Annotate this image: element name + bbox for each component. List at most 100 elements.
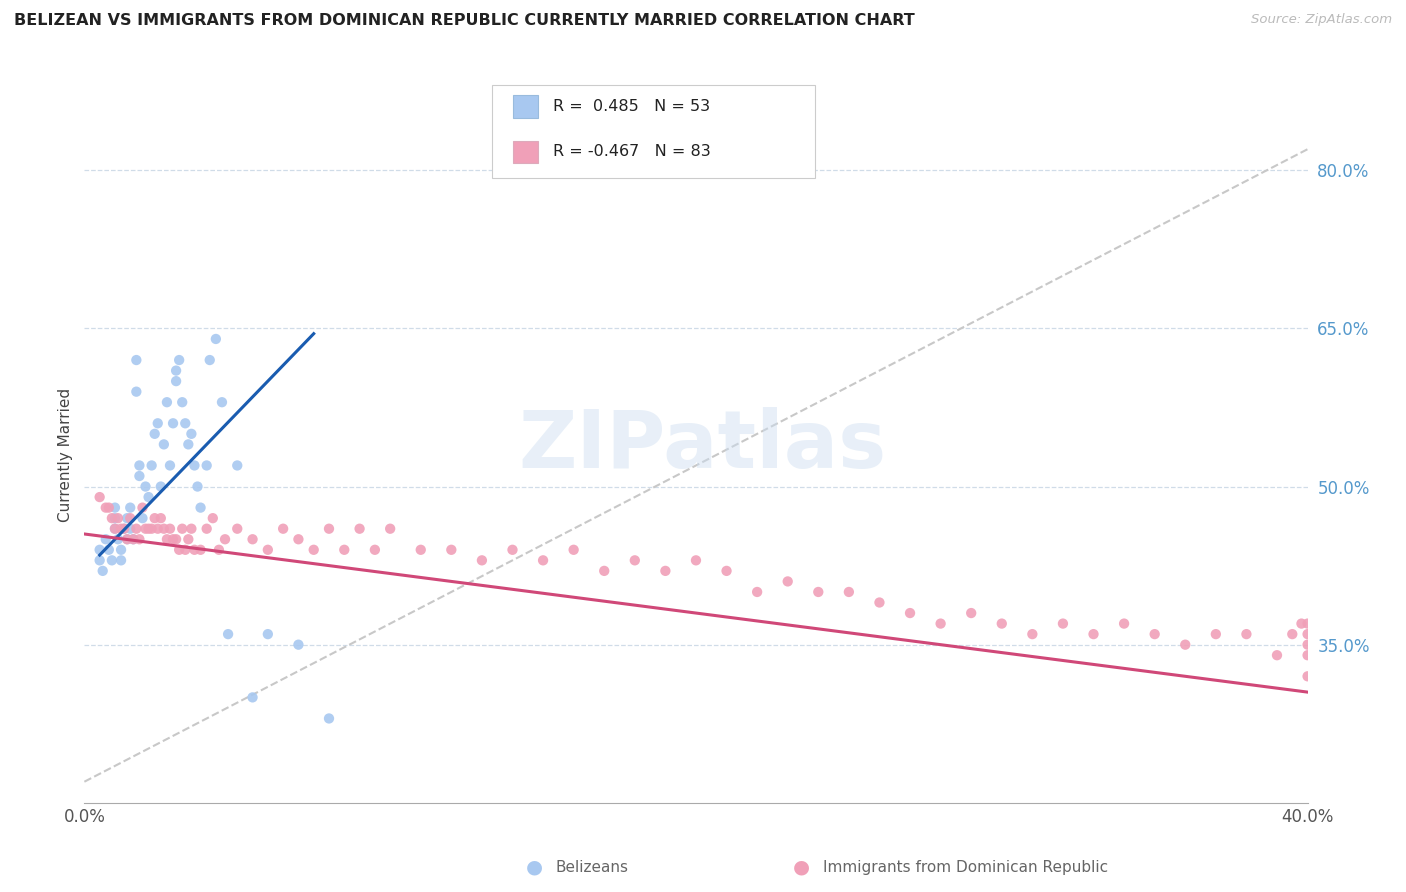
Point (125, 522, 148, 536)
Point (104, 500, 127, 515)
Point (122, 533, 145, 547)
Point (159, 458, 181, 473)
Point (364, 542, 387, 557)
Point (287, 533, 309, 547)
Point (101, 511, 124, 525)
Point (1296, 669, 1319, 683)
Point (94, 533, 117, 547)
Point (898, 606, 921, 620)
Point (112, 522, 135, 536)
Point (1291, 616, 1313, 631)
Point (167, 353, 190, 368)
Point (165, 533, 187, 547)
Point (94, 500, 117, 515)
Point (115, 533, 138, 547)
Point (1296, 648, 1319, 663)
Point (869, 595, 891, 609)
Point (156, 395, 179, 409)
Point (685, 553, 707, 567)
Point (190, 542, 212, 557)
Point (91, 564, 114, 578)
Point (174, 417, 197, 431)
Point (205, 332, 228, 346)
Point (153, 437, 176, 451)
Text: Belizeans: Belizeans (555, 860, 628, 874)
Point (183, 542, 205, 557)
Point (287, 638, 309, 652)
Point (115, 533, 138, 547)
Point (1143, 627, 1166, 641)
Point (141, 522, 163, 536)
Point (991, 616, 1014, 631)
Point (174, 542, 197, 557)
Point (156, 533, 179, 547)
Point (208, 542, 231, 557)
Point (1114, 616, 1136, 631)
Point (380, 522, 402, 536)
Point (110, 522, 132, 536)
Point (502, 542, 524, 557)
Text: R = -0.467   N = 83: R = -0.467 N = 83 (553, 145, 710, 160)
Point (195, 522, 218, 536)
Point (115, 511, 138, 525)
Point (1281, 627, 1303, 641)
Point (167, 542, 190, 557)
Point (128, 458, 150, 473)
Point (333, 542, 356, 557)
Point (1296, 616, 1319, 631)
Point (1205, 627, 1227, 641)
Point (211, 395, 233, 409)
Point (89, 553, 111, 567)
Point (1296, 638, 1319, 652)
Point (1083, 627, 1105, 641)
Point (128, 469, 150, 483)
Point (107, 533, 129, 547)
Point (101, 553, 124, 567)
Point (1021, 627, 1043, 641)
Point (104, 522, 127, 536)
Point (131, 511, 153, 525)
Point (104, 511, 127, 525)
Point (120, 511, 142, 525)
Point (226, 458, 249, 473)
Point (624, 553, 647, 567)
Point (149, 479, 172, 493)
Point (165, 374, 187, 388)
Point (201, 511, 224, 525)
Point (131, 500, 153, 515)
Point (1265, 648, 1288, 663)
Point (135, 522, 157, 536)
Point (162, 417, 184, 431)
Y-axis label: Currently Married: Currently Married (58, 388, 73, 522)
Point (97, 542, 120, 557)
Point (271, 522, 294, 536)
Point (838, 585, 860, 599)
Point (104, 522, 127, 536)
Point (349, 522, 371, 536)
Point (1296, 627, 1319, 641)
Point (1236, 627, 1258, 641)
Point (471, 553, 494, 567)
Point (562, 542, 585, 557)
Point (143, 426, 166, 441)
Point (125, 384, 148, 399)
Point (165, 363, 187, 377)
Point (302, 542, 325, 557)
Point (153, 522, 176, 536)
Point (180, 426, 202, 441)
Point (409, 542, 432, 557)
Point (531, 553, 554, 567)
Point (159, 522, 181, 536)
Text: ZIPatlas: ZIPatlas (519, 407, 887, 485)
Point (128, 533, 150, 547)
Point (186, 479, 208, 493)
Point (242, 690, 264, 705)
Point (1174, 638, 1197, 652)
Point (190, 500, 212, 515)
Point (654, 564, 676, 578)
Point (440, 542, 463, 557)
Point (217, 627, 239, 641)
Point (177, 437, 200, 451)
Point (135, 479, 157, 493)
Point (807, 585, 830, 599)
